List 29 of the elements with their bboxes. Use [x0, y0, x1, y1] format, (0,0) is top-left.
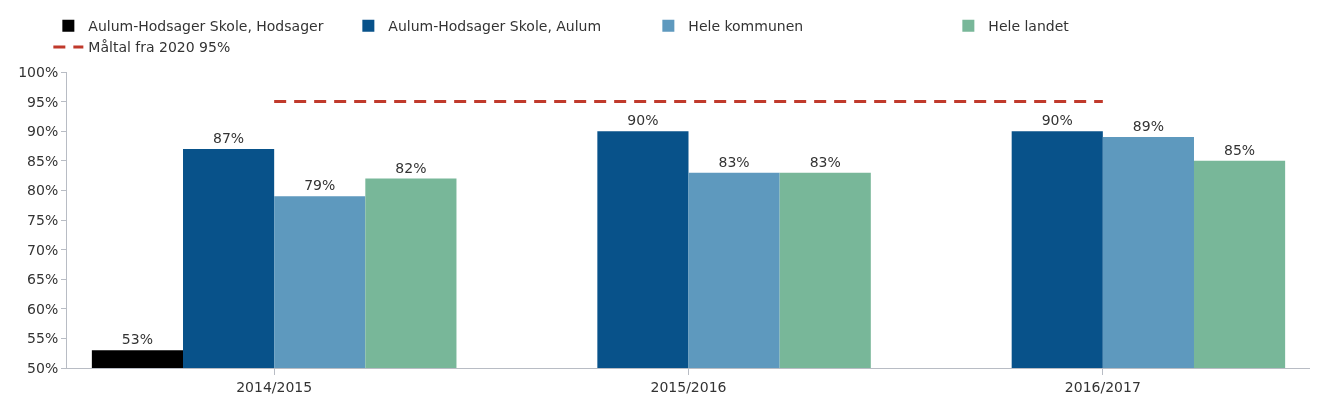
y-tick-label: 65%: [27, 271, 59, 288]
data-label: 83%: [809, 153, 841, 170]
y-tick-label: 75%: [27, 211, 59, 228]
y-tick-label: 60%: [27, 300, 59, 317]
data-label: 87%: [213, 129, 245, 146]
y-tick-label: 80%: [27, 182, 59, 199]
legend-label: Aulum-Hodsager Skole, Hodsager: [88, 18, 324, 35]
y-tick-label: 50%: [27, 359, 59, 376]
x-tick-label: 2014/2015: [236, 378, 313, 395]
legend-label: Måltal fra 2020 95%: [88, 39, 231, 56]
data-label: 89%: [1132, 118, 1164, 135]
x-tick-label: 2015/2016: [650, 378, 727, 395]
x-tick-label: 2016/2017: [1064, 378, 1141, 395]
data-label: 82%: [395, 159, 427, 176]
y-tick-label: 100%: [18, 63, 59, 80]
legend-label: Hele kommunen: [688, 18, 804, 35]
y-tick-label: 70%: [27, 241, 59, 258]
legend-label: Aulum-Hodsager Skole, Aulum: [388, 18, 602, 35]
y-tick-label: 90%: [27, 123, 59, 140]
y-tick-label: 95%: [27, 93, 59, 110]
data-label: 85%: [1224, 141, 1256, 158]
y-tick-label: 85%: [27, 152, 59, 169]
data-label: 79%: [304, 177, 336, 194]
data-label: 53%: [121, 331, 153, 348]
y-tick-label: 55%: [27, 330, 59, 347]
data-label: 83%: [718, 153, 750, 170]
data-label: 90%: [627, 112, 659, 129]
data-label: 90%: [1041, 112, 1073, 129]
legend-label: Hele landet: [988, 18, 1070, 35]
